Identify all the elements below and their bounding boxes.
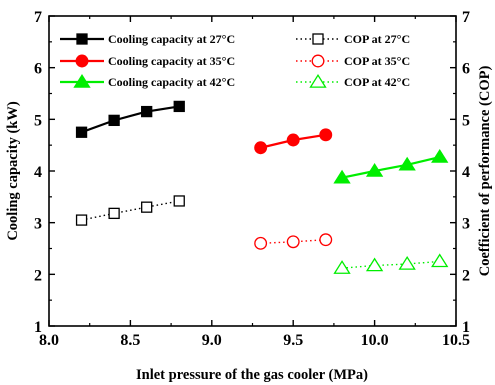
series-layer [75, 100, 449, 274]
y-right-tick-label: 2 [462, 267, 470, 284]
legend-label: COP at 42°C [344, 75, 410, 89]
legend-label: Cooling capacity at 42°C [108, 75, 235, 89]
x-tick-label: 8.0 [39, 332, 59, 349]
series-group [333, 253, 449, 274]
data-point [286, 133, 300, 147]
y-axis-right-title: Coefficient of performance (COP) [477, 66, 493, 277]
y-right-tick-label: 7 [462, 9, 470, 26]
data-point [365, 162, 384, 177]
y-left-tick-label: 2 [34, 267, 42, 284]
x-tick-label: 8.5 [120, 332, 140, 349]
y-right-tick-label: 5 [462, 112, 470, 129]
x-tick-label: 9.0 [202, 332, 222, 349]
series-line [341, 155, 440, 179]
legend-entry: COP at 42°C [296, 73, 410, 89]
legend-label: Cooling capacity at 27°C [108, 32, 235, 46]
data-point [141, 105, 153, 118]
legend: Cooling capacity at 27°C Cooling capacity… [60, 32, 410, 89]
legend-label: COP at 35°C [344, 54, 410, 68]
legend-entry: Cooling capacity at 42°C [60, 73, 235, 89]
legend-marker [75, 54, 89, 68]
series-line [81, 105, 180, 134]
legend-entry: Cooling capacity at 35°C [60, 54, 235, 68]
legend-entry: COP at 35°C [296, 54, 410, 68]
series-group [254, 233, 333, 250]
series-group [75, 100, 185, 138]
y-left-tick-label: 1 [34, 319, 42, 336]
data-point [431, 149, 449, 163]
series-group [254, 128, 333, 155]
y-right-tick-label: 4 [462, 164, 470, 181]
legend-marker [309, 73, 327, 88]
y-right-tick-label: 1 [462, 319, 470, 336]
data-point [254, 141, 268, 155]
legend-label: COP at 27°C [344, 32, 410, 46]
data-point [319, 128, 333, 142]
data-point [108, 114, 120, 127]
x-tick-label: 10.0 [361, 332, 389, 349]
legend-marker [311, 54, 325, 68]
legend-entry: Cooling capacity at 27°C [60, 32, 235, 46]
data-point [286, 235, 300, 249]
data-point [75, 126, 88, 138]
series-line [81, 200, 180, 221]
data-point [333, 169, 351, 184]
y-left-tick-label: 6 [34, 61, 42, 78]
x-tick-label: 9.5 [283, 332, 303, 349]
data-point [431, 253, 449, 268]
y-left-tick-label: 5 [34, 112, 42, 129]
series-group [333, 149, 449, 184]
x-tick-label: 10.5 [442, 332, 470, 349]
data-point [254, 236, 268, 250]
legend-marker [76, 33, 88, 45]
data-point [75, 214, 88, 226]
axis-ticks [48, 15, 457, 327]
legend-entry: COP at 27°C [296, 32, 410, 46]
data-point [398, 255, 416, 270]
data-point [398, 156, 416, 171]
data-point [333, 260, 351, 274]
y-right-tick-label: 3 [462, 216, 470, 233]
y-right-tick-label: 6 [462, 61, 470, 78]
data-point [108, 207, 120, 220]
data-point [173, 195, 185, 207]
y-axis-left-title: Cooling capacity (kW) [5, 101, 21, 241]
x-axis-title: Inlet pressure of the gas cooler (MPa) [136, 367, 368, 383]
y-left-tick-label: 3 [34, 216, 42, 233]
data-point [365, 257, 384, 272]
y-left-tick-label: 4 [34, 164, 42, 181]
legend-marker [312, 33, 324, 45]
series-group [75, 195, 185, 226]
data-point [173, 100, 185, 113]
series-line [341, 260, 440, 269]
data-point [141, 201, 153, 213]
data-point [319, 233, 333, 247]
legend-marker [73, 73, 91, 88]
legend-label: Cooling capacity at 35°C [108, 54, 235, 68]
y-left-tick-label: 7 [34, 9, 42, 26]
